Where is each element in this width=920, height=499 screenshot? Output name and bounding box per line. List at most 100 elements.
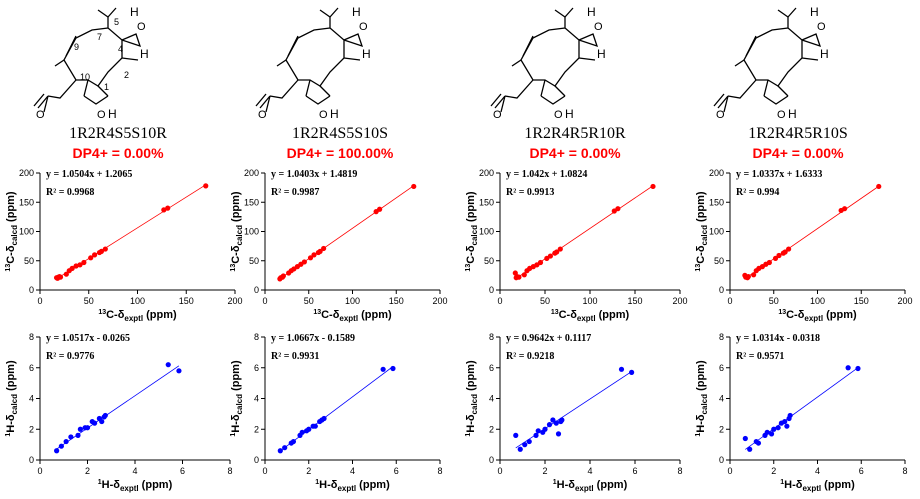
data-point xyxy=(787,412,793,419)
bond xyxy=(777,85,789,97)
data-point xyxy=(98,248,105,254)
bond xyxy=(494,95,506,109)
x-axis-title: 13C-δexptl (ppm) xyxy=(551,309,630,323)
r-squared: R² = 0.9931 xyxy=(271,351,319,362)
data-point xyxy=(282,445,288,451)
scatter-plot: 0 2 4 6 8 0 2 4 6 8 y = 1.0517x - 0.0265 R² = 0.977… xyxy=(5,332,233,493)
data-point xyxy=(277,448,283,454)
data-point xyxy=(772,255,779,262)
data-point xyxy=(615,206,621,212)
bond xyxy=(47,79,77,99)
x-tick-label: 150 xyxy=(854,296,869,306)
bond xyxy=(522,35,534,57)
y-tick-label: 50 xyxy=(714,256,724,266)
bond xyxy=(727,79,757,99)
data-point xyxy=(768,431,775,437)
regression-equation: y = 1.042x + 1.0824 xyxy=(506,169,587,180)
x-tick-label: 0 xyxy=(262,466,267,476)
data-point xyxy=(63,271,69,277)
x-axis-title: 13C-δexptl (ppm) xyxy=(98,309,177,323)
x-tick-label: 100 xyxy=(130,296,145,306)
r-squared: R² = 0.994 xyxy=(736,187,779,198)
x-tick-label: 0 xyxy=(727,296,732,306)
data-point xyxy=(301,259,307,265)
oxygen-label: O xyxy=(554,109,563,121)
y-tick-label: 8 xyxy=(254,332,259,342)
oxygen-label: O xyxy=(137,21,146,33)
bond xyxy=(801,33,822,48)
configuration-labels: 1R2R4S5S10R DP4+ = 0.00% 1R2R4S5S10S DP4+ =… xyxy=(69,125,848,161)
x-tick-label: 6 xyxy=(180,466,185,476)
x-axis-title: 13C-δexptl (ppm) xyxy=(313,309,392,323)
x-tick-label: 4 xyxy=(132,466,137,476)
x-axis-title: 1H-δexptl (ppm) xyxy=(780,479,855,493)
hydrogen-label: H xyxy=(352,5,361,19)
data-point xyxy=(73,263,79,269)
scatter-plot: 0 50 100 150 200 0 50 100 150 200 y = 1.0337x + 1.… xyxy=(695,168,913,323)
data-point xyxy=(203,183,209,189)
bond xyxy=(763,95,789,105)
bond xyxy=(490,93,502,107)
scatter-plot: 0 2 4 6 8 0 2 4 6 8 y = 1.0667x - 0.1589 R² = 0.993… xyxy=(230,332,443,493)
data-point xyxy=(766,259,772,266)
y-tick-label: 100 xyxy=(479,227,494,237)
bond xyxy=(305,95,331,105)
bond xyxy=(285,17,345,87)
data-point xyxy=(751,272,757,278)
bond xyxy=(578,33,599,48)
data-point xyxy=(102,246,108,252)
data-point xyxy=(161,207,167,213)
x-tick-label: 6 xyxy=(394,466,399,476)
y-tick-label: 100 xyxy=(244,227,259,237)
data-point xyxy=(876,183,882,190)
bond xyxy=(717,95,729,109)
x-tick-label: 100 xyxy=(582,296,597,306)
x-tick-label: 100 xyxy=(810,296,825,306)
data-point xyxy=(650,183,656,190)
hydrogen-label: H xyxy=(130,5,139,19)
data-point xyxy=(411,183,417,190)
atom-number: 5 xyxy=(114,17,119,27)
atom-number: 7 xyxy=(97,32,102,42)
data-point xyxy=(537,259,544,266)
y-axis-title: 13C-δcalcd (ppm) xyxy=(230,191,244,271)
bond xyxy=(259,95,271,109)
data-point xyxy=(629,369,635,375)
x-tick-label: 0 xyxy=(497,296,502,306)
x-tick-label: 150 xyxy=(179,296,194,306)
trend-line xyxy=(745,367,859,450)
x-tick-label: 0 xyxy=(262,296,267,306)
x-tick-label: 50 xyxy=(540,296,550,306)
data-point xyxy=(550,417,556,423)
y-tick-label: 0 xyxy=(489,455,494,465)
data-point xyxy=(618,366,625,372)
data-point xyxy=(784,423,790,429)
bond xyxy=(83,79,89,97)
data-point xyxy=(280,273,286,279)
x-tick-label: 8 xyxy=(902,466,907,476)
x-tick-label: 0 xyxy=(37,296,42,306)
bond xyxy=(269,79,299,99)
y-tick-label: 100 xyxy=(709,227,724,237)
data-point xyxy=(553,420,559,426)
data-point xyxy=(782,418,788,425)
bond xyxy=(97,85,109,97)
data-point xyxy=(69,265,75,271)
bond xyxy=(319,9,331,18)
x-axis-title: 13C-δexptl (ppm) xyxy=(778,309,857,323)
y-axis-title: 1H-δcalcd (ppm) xyxy=(695,360,709,437)
data-point xyxy=(516,274,522,280)
bond xyxy=(554,9,566,18)
data-point xyxy=(68,434,74,440)
y-tick-label: 4 xyxy=(29,394,34,404)
atom-number: 1 xyxy=(104,82,109,92)
x-tick-label: 50 xyxy=(84,296,94,306)
x-axis-title: 1H-δexptl (ppm) xyxy=(98,479,173,493)
y-tick-label: 6 xyxy=(719,363,724,373)
atom-number: 4 xyxy=(118,44,123,54)
data-point xyxy=(546,422,553,428)
oxygen-label: O xyxy=(97,109,106,121)
